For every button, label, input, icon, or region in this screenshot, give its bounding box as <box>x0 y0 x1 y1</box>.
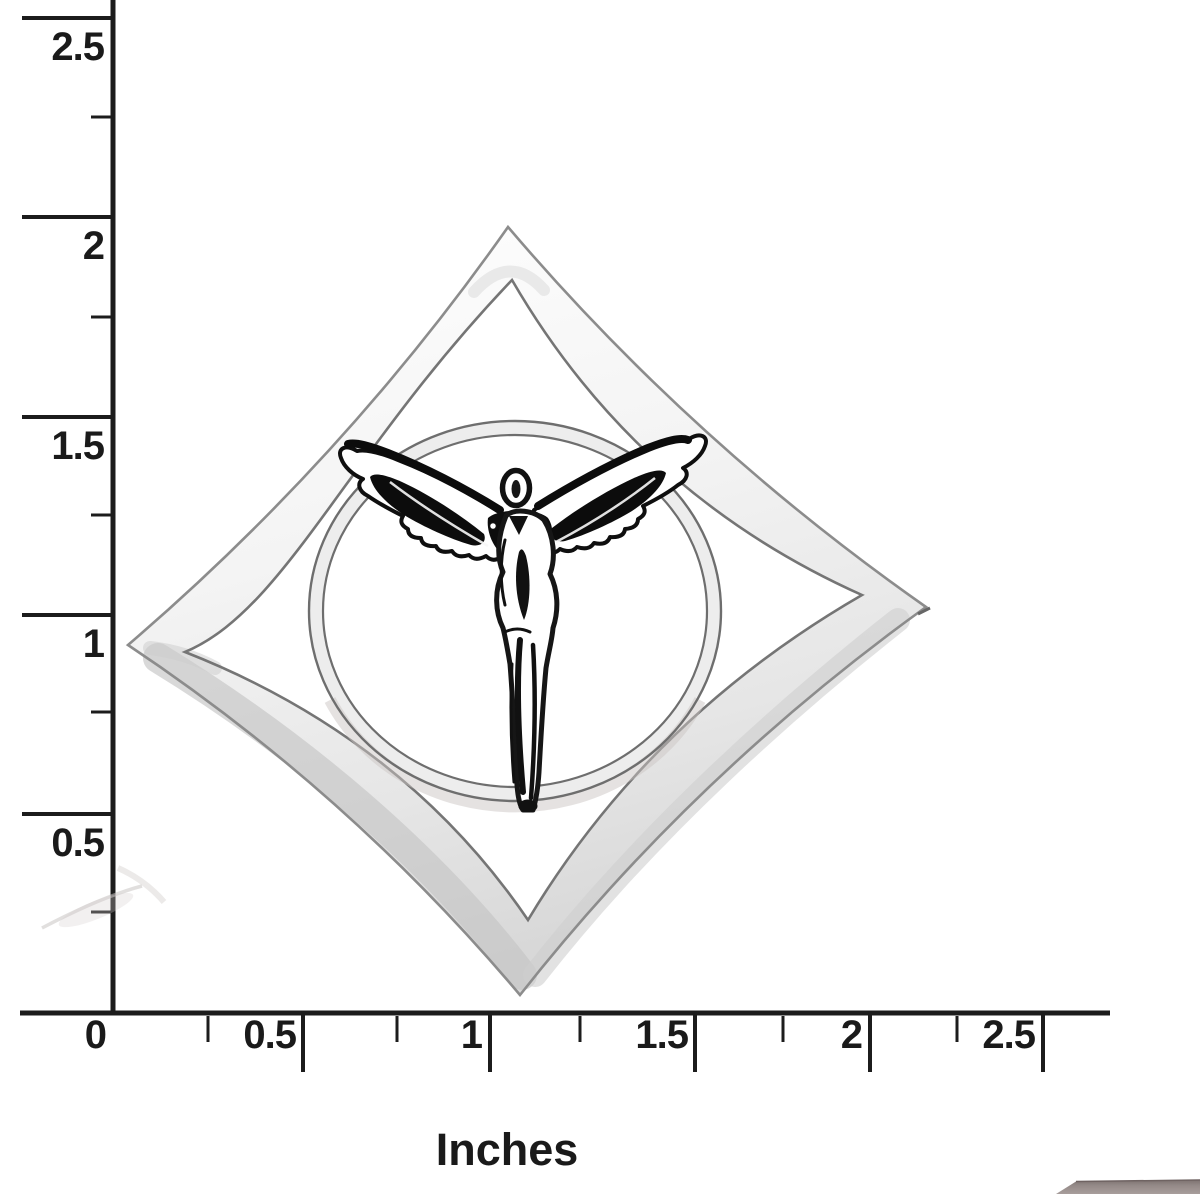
pendant-frame-outer-edge <box>125 224 929 998</box>
angel-chest-bead <box>488 521 498 531</box>
left-wing <box>338 439 508 562</box>
x-tick-label: 1.5 <box>635 1013 689 1057</box>
x-tick-label: 1 <box>460 1013 483 1057</box>
smudge <box>116 865 167 904</box>
photo-smudges <box>41 865 167 930</box>
right-wing-top-edge <box>534 435 692 510</box>
angel-foot-tip <box>518 799 538 813</box>
frame-shade <box>468 265 550 298</box>
ruler <box>20 0 1110 1072</box>
x-tick-label: 0.5 <box>243 1013 297 1057</box>
angel-body-silhouette <box>494 508 560 813</box>
leg-line <box>514 637 526 795</box>
photo-corner-artifact <box>1056 1180 1200 1194</box>
frame-shade <box>523 608 910 987</box>
angel-collar-shadow <box>509 516 528 535</box>
pendant-frame-shading <box>143 265 910 990</box>
frame-shade <box>143 643 537 990</box>
y-tick-label: 2.5 <box>51 25 105 69</box>
angel-head <box>499 467 533 509</box>
waist-line <box>499 538 507 607</box>
leg-line <box>509 662 516 784</box>
smudge <box>41 884 143 930</box>
hip-crease <box>503 627 532 634</box>
y-tick-label: 1.5 <box>51 424 105 468</box>
angel-body <box>488 508 560 813</box>
frame-corner-mark <box>917 606 931 616</box>
right-wing-feather-line <box>555 477 656 544</box>
y-tick-label: 2 <box>82 224 105 268</box>
angel-leg-lines <box>499 538 537 801</box>
angel-motif <box>338 433 708 813</box>
left-wing-top-edge <box>344 439 504 514</box>
left-wing-feather-line <box>389 481 489 548</box>
ruler-unit-label: Inches <box>435 1124 579 1175</box>
angel-torso-slit <box>516 549 530 620</box>
photo-corner-artifact-edge <box>1075 1179 1200 1183</box>
pendant-frame-inner-edge <box>181 277 865 923</box>
leg-line <box>528 642 537 801</box>
smudge <box>58 892 134 928</box>
pendant <box>125 224 931 998</box>
right-wing-blade <box>551 470 666 542</box>
circle-band-shade <box>324 697 706 813</box>
frame-shade <box>143 641 222 675</box>
right-wing <box>531 433 708 555</box>
x-tick-label: 2.5 <box>982 1013 1036 1057</box>
x-tick-label: 0 <box>84 1013 107 1057</box>
head-face-shadow <box>511 480 521 498</box>
circle-band <box>309 421 721 801</box>
y-tick-label: 1 <box>82 622 105 666</box>
y-tick-label: 0.5 <box>51 821 105 865</box>
circle-outer-edge <box>307 419 723 803</box>
x-tick-label: 2 <box>840 1013 863 1057</box>
